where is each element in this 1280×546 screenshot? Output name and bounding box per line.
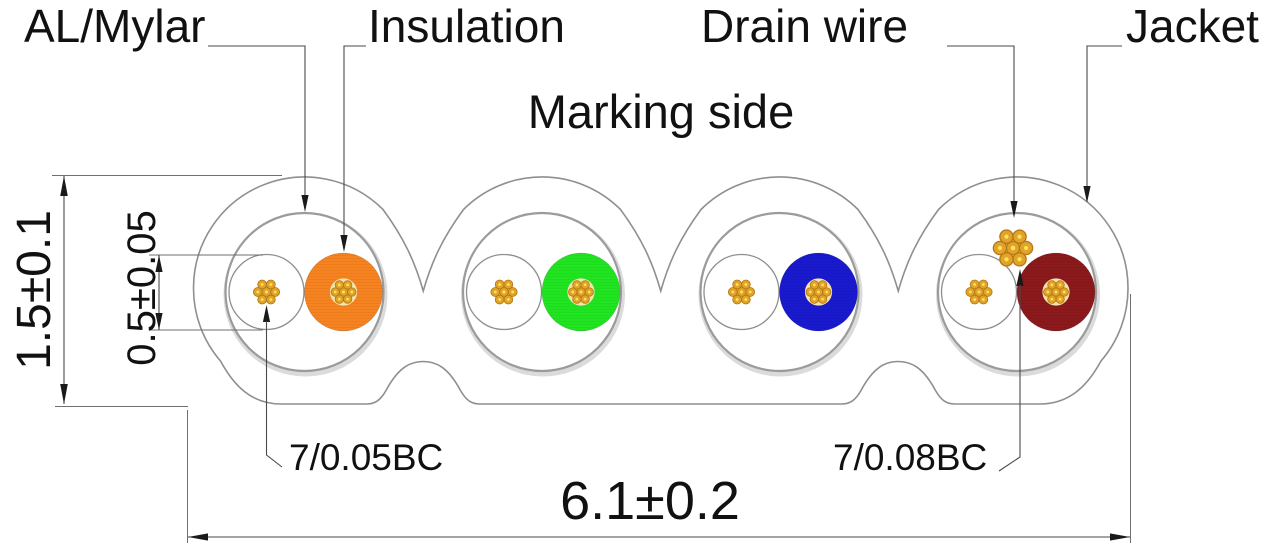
leader-lines bbox=[208, 45, 1122, 472]
label-insulation: Insulation bbox=[368, 0, 565, 52]
label-drain-wire: Drain wire bbox=[701, 0, 908, 52]
dimension-overall-height: 1.5±0.1 bbox=[8, 175, 282, 407]
dimension-overall-width: 6.1±0.2 bbox=[187, 294, 1131, 543]
label-jacket: Jacket bbox=[1126, 0, 1259, 52]
jacket-outline bbox=[192, 176, 1129, 405]
dimension-width-text: 6.1±0.2 bbox=[560, 471, 740, 531]
dimension-conductor-diameter: 0.5±0.05 bbox=[120, 210, 263, 366]
shielded-unit-3 bbox=[698, 211, 863, 377]
shielded-unit-1 bbox=[223, 211, 388, 377]
label-al-mylar: AL/Mylar bbox=[24, 0, 205, 52]
dimension-height-text: 1.5±0.1 bbox=[8, 210, 61, 370]
shielded-unit-4 bbox=[936, 211, 1100, 377]
label-marking-side: Marking side bbox=[528, 85, 794, 138]
label-drain-wire-spec: 7/0.08BC bbox=[833, 437, 987, 478]
label-signal-wire-spec: 7/0.05BC bbox=[289, 437, 443, 478]
shielded-unit-2 bbox=[461, 211, 625, 377]
dimension-inner-text: 0.5±0.05 bbox=[120, 210, 164, 365]
